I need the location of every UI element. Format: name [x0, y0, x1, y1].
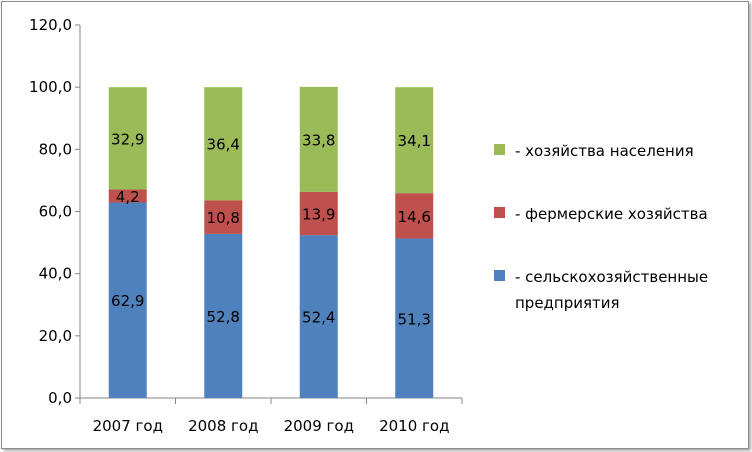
data-label: 32,9 [111, 130, 144, 148]
data-label: 36,4 [207, 136, 240, 154]
legend-label: предприятия [515, 294, 620, 312]
bar-segment [299, 235, 338, 398]
bar-segment [204, 200, 243, 234]
bar-segment [108, 202, 147, 398]
data-label: 34,1 [398, 132, 431, 150]
y-tick-label: 120,0 [29, 16, 72, 34]
legend-label: - хозяйства населения [515, 142, 694, 160]
data-label: 62,9 [111, 292, 144, 310]
data-label: 10,8 [207, 209, 240, 227]
bar-segment [299, 86, 338, 192]
bar-segment [395, 193, 434, 239]
x-tick-label: 2008 год [188, 417, 258, 435]
legend-swatch [494, 144, 505, 155]
legend-swatch [494, 270, 505, 281]
bar-segment [395, 87, 434, 194]
data-label: 13,9 [302, 206, 335, 224]
y-tick-label: 0,0 [48, 389, 72, 407]
bar-segment [204, 87, 243, 201]
data-label: 52,4 [302, 309, 335, 327]
data-label: 33,8 [302, 131, 335, 149]
legend-label: - сельскохозяйственные [515, 268, 708, 286]
y-tick-label: 100,0 [29, 78, 72, 96]
y-tick-label: 40,0 [39, 265, 72, 283]
bar-segment [395, 238, 434, 398]
legend-label: - фермерские хозяйства [515, 205, 708, 223]
data-label: 14,6 [398, 208, 431, 226]
y-tick-label: 20,0 [39, 327, 72, 345]
bar-segment [299, 191, 338, 236]
data-label: 4,2 [116, 188, 140, 206]
x-tick-label: 2007 год [93, 417, 163, 435]
data-label: 52,8 [207, 308, 240, 326]
y-tick-label: 60,0 [39, 203, 72, 221]
bar-segment [108, 189, 147, 203]
x-tick-label: 2010 год [379, 417, 449, 435]
x-tick-label: 2009 год [284, 417, 354, 435]
data-label: 51,3 [398, 310, 431, 328]
bar-segment [204, 233, 243, 398]
legend-swatch [494, 207, 505, 218]
y-tick-label: 80,0 [39, 140, 72, 158]
bar-segment [108, 87, 147, 190]
